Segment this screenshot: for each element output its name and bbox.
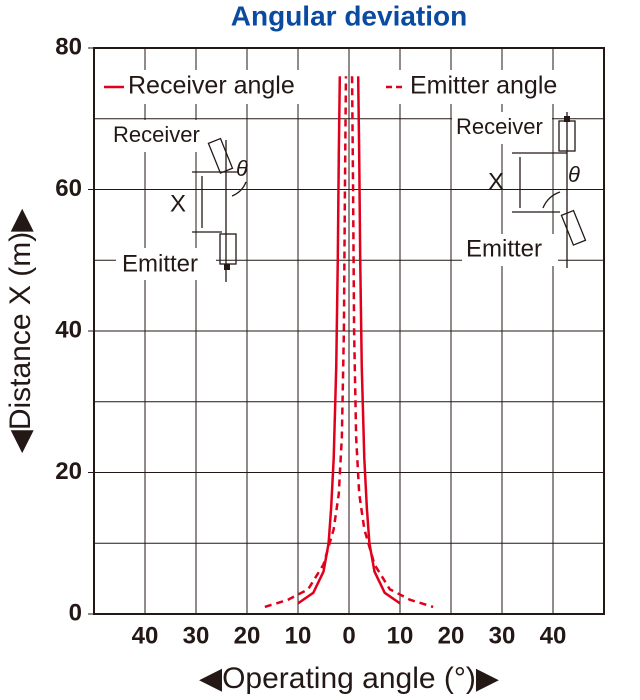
- emitter-box: [219, 233, 237, 265]
- legend: Receiver angle Emitter angle: [100, 70, 582, 104]
- annotation: Emitter: [122, 250, 198, 277]
- angle-arc: [231, 181, 247, 197]
- y-tick-label: 40: [55, 316, 82, 343]
- x-tick-label: 10: [387, 622, 414, 649]
- legend-label: Receiver angle: [128, 72, 295, 100]
- x-tick-label: 20: [438, 622, 465, 649]
- annotation: Receiver: [456, 114, 543, 139]
- annotation: X: [170, 190, 186, 217]
- plot-frame: [93, 47, 605, 615]
- y-axis-label: ◀Distance X (m)▶: [4, 209, 37, 454]
- label-bg: [452, 112, 552, 144]
- emitter-box: [560, 209, 587, 246]
- annotation: θ: [236, 156, 248, 181]
- lens: [564, 116, 570, 122]
- x-tick-label: 40: [132, 622, 159, 649]
- label-bg: [116, 248, 216, 280]
- x-tick-label: 10: [285, 622, 312, 649]
- x-tick-label: 20: [234, 622, 261, 649]
- legend-bg: [100, 70, 318, 104]
- y-tick-label: 20: [55, 458, 82, 485]
- label-bg: [108, 120, 208, 152]
- label-bg: [462, 234, 558, 266]
- series-line: [297, 76, 401, 605]
- lens: [224, 264, 230, 270]
- annotation: Receiver: [113, 122, 200, 147]
- x-axis-label: ◀Operating angle (°)▶: [199, 662, 499, 695]
- annotation: Emitter: [466, 235, 542, 262]
- legend-label: Emitter angle: [410, 72, 557, 100]
- y-tick-label: 0: [69, 599, 82, 626]
- x-tick-label: 40: [540, 622, 567, 649]
- x-tick-label: 0: [342, 622, 355, 649]
- y-tick-label: 80: [55, 33, 82, 60]
- angle-arc: [542, 191, 561, 209]
- receiver-box: [207, 137, 234, 174]
- x-tick-label: 30: [489, 622, 516, 649]
- insets: Receiver θ X Emitter Receiver θ X Emitte…: [108, 112, 587, 282]
- series-line: [264, 76, 434, 609]
- chart-title: Angular deviation: [231, 0, 467, 31]
- x-tick-label: 30: [183, 622, 210, 649]
- legend-bg: [382, 70, 582, 104]
- annotation: θ: [568, 162, 580, 187]
- annotation: X: [488, 168, 504, 195]
- y-tick-label: 60: [55, 175, 82, 202]
